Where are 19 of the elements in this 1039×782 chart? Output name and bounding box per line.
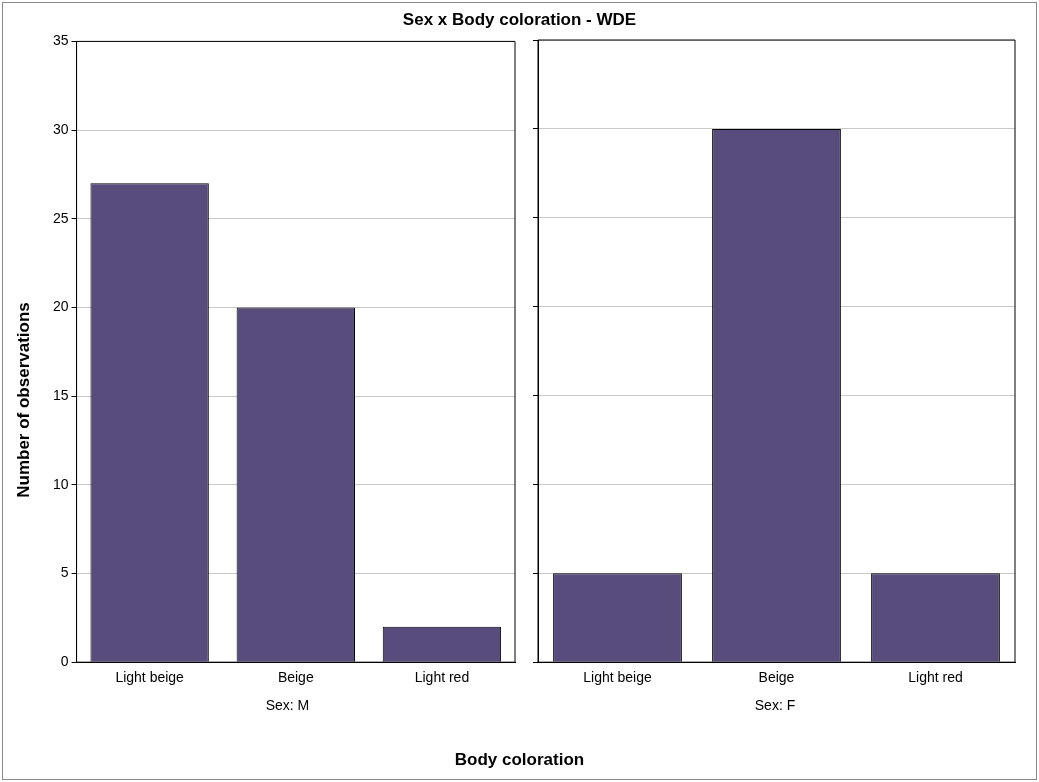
y-tick-label: 30 <box>52 120 69 137</box>
y-axis-title: Number of observations <box>14 302 34 498</box>
x-tick-label: Beige <box>277 669 314 686</box>
x-tick-label: Light beige <box>583 669 652 686</box>
y-tick-label: 35 <box>52 32 69 49</box>
y-tick-label: 15 <box>52 387 69 403</box>
text: Body coloration <box>453 750 586 770</box>
y-tick-label: 0 <box>60 653 69 670</box>
x-tick-label: Light beige <box>115 669 185 686</box>
chart-title: Sex x Body coloration - WDE <box>401 10 638 30</box>
x-tick-label: Light red <box>908 669 963 686</box>
x-axis-title: Sex: M <box>264 697 311 713</box>
y-tick-label: 25 <box>52 209 69 226</box>
x-tick-label: Light red <box>414 669 470 686</box>
y-tick-label: 20 <box>52 298 69 315</box>
x-tick-label: Beige <box>758 669 795 686</box>
y-tick-label: 5 <box>60 564 69 581</box>
x-axis-title: Sex: F <box>753 697 797 713</box>
y-tick-label: 10 <box>52 475 69 492</box>
